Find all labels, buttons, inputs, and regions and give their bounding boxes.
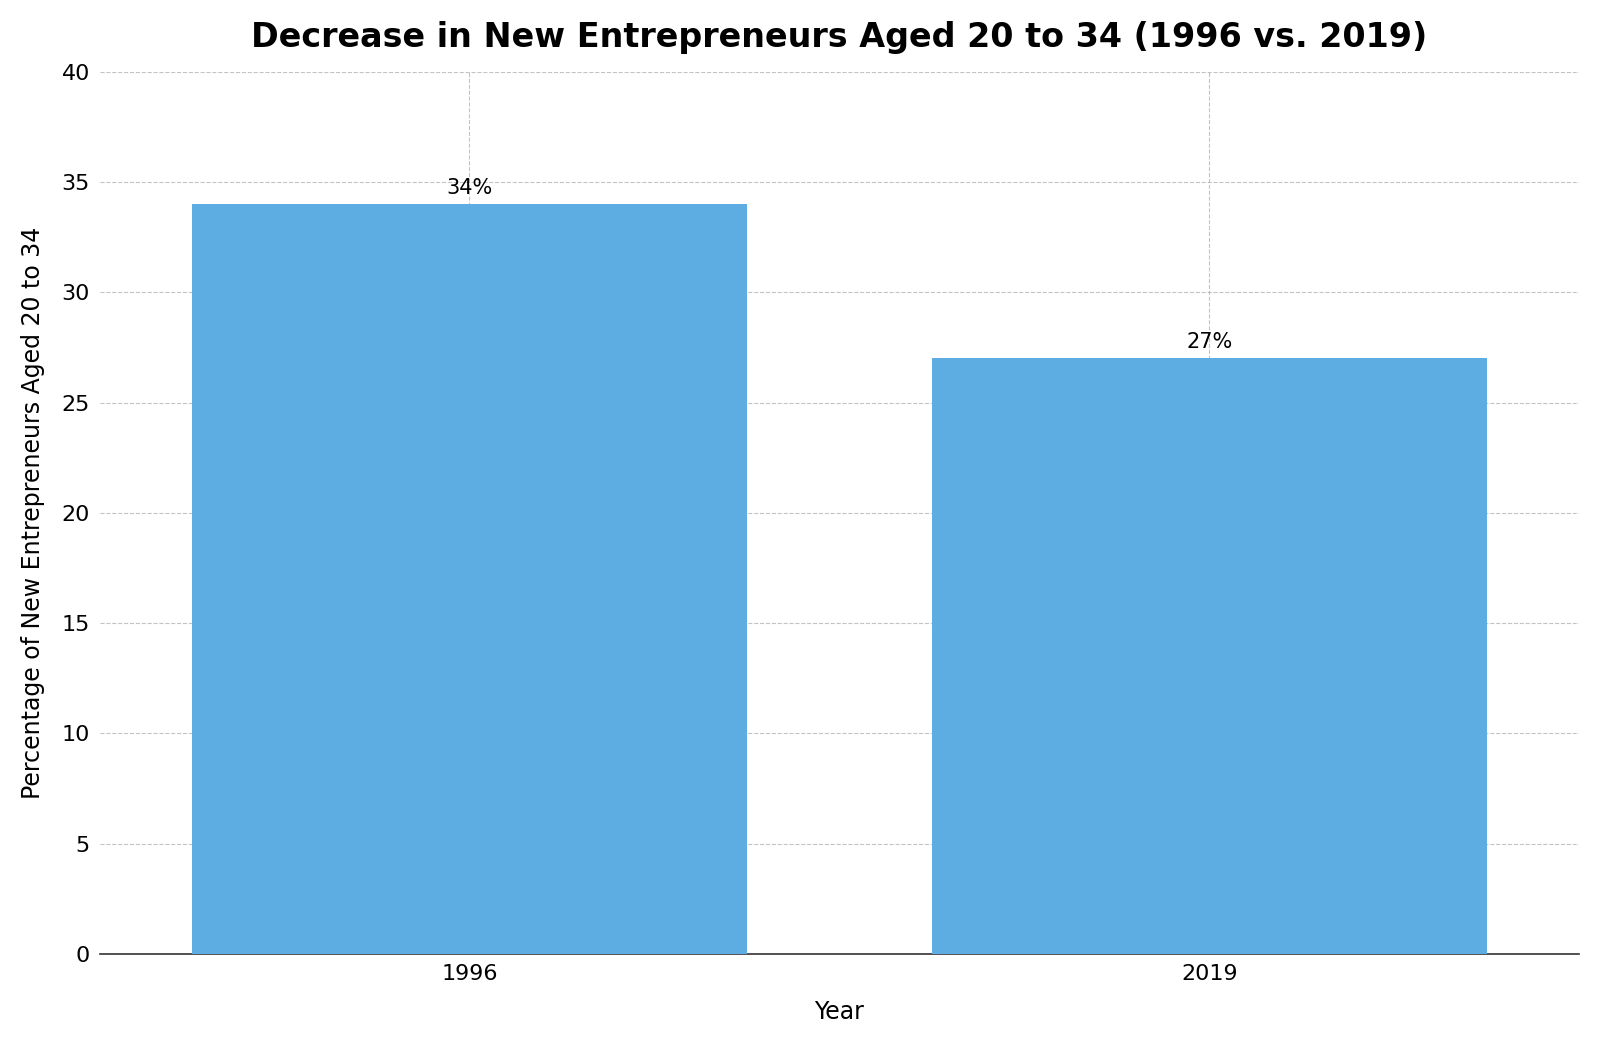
Text: 27%: 27% — [1186, 332, 1232, 352]
Title: Decrease in New Entrepreneurs Aged 20 to 34 (1996 vs. 2019): Decrease in New Entrepreneurs Aged 20 to… — [251, 21, 1427, 54]
Y-axis label: Percentage of New Entrepreneurs Aged 20 to 34: Percentage of New Entrepreneurs Aged 20 … — [21, 227, 45, 799]
Text: 34%: 34% — [446, 178, 493, 198]
Bar — [192, 204, 747, 954]
X-axis label: Year: Year — [814, 1000, 864, 1024]
Bar — [931, 358, 1486, 954]
